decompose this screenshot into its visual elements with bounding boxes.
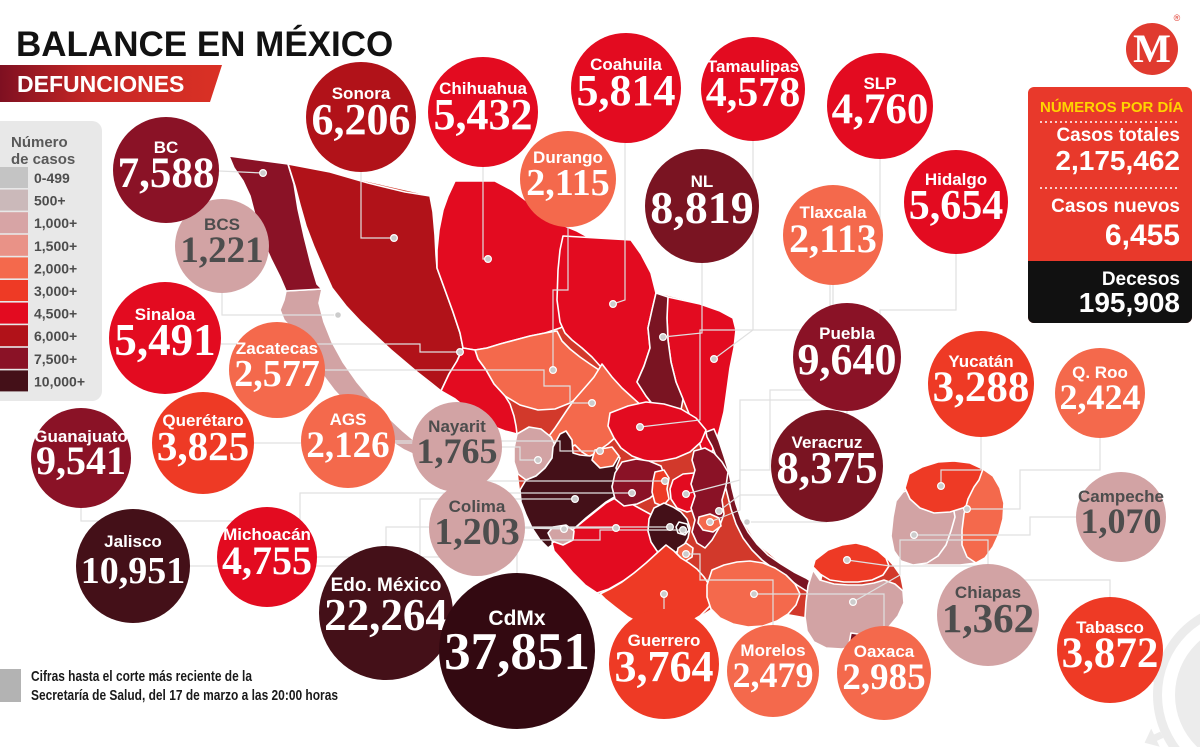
svg-text:Puebla: Puebla xyxy=(819,324,875,343)
svg-text:Casos totales: Casos totales xyxy=(1056,125,1180,146)
svg-text:4,500+: 4,500+ xyxy=(34,306,77,322)
svg-text:9,640: 9,640 xyxy=(798,335,897,384)
svg-text:195,908: 195,908 xyxy=(1079,287,1180,318)
svg-text:3,764: 3,764 xyxy=(615,642,714,691)
svg-text:Número: Número xyxy=(11,134,68,151)
svg-text:Hidalgo: Hidalgo xyxy=(925,170,987,189)
svg-text:5,654: 5,654 xyxy=(909,183,1004,229)
svg-text:8,819: 8,819 xyxy=(650,182,754,233)
svg-text:DEFUNCIONES: DEFUNCIONES xyxy=(17,71,184,97)
svg-text:5,814: 5,814 xyxy=(577,66,676,115)
svg-text:7,588: 7,588 xyxy=(118,150,215,197)
svg-text:Decesos: Decesos xyxy=(1102,269,1180,290)
svg-text:Tamaulipas: Tamaulipas xyxy=(707,57,799,76)
svg-text:37,851: 37,851 xyxy=(444,623,590,681)
svg-text:2,175,462: 2,175,462 xyxy=(1055,145,1180,176)
svg-text:6,206: 6,206 xyxy=(312,95,411,144)
svg-text:3,872: 3,872 xyxy=(1062,630,1159,677)
svg-text:4,760: 4,760 xyxy=(832,86,929,133)
svg-text:2,985: 2,985 xyxy=(842,657,925,698)
svg-text:®: ® xyxy=(1174,13,1181,23)
svg-text:BC: BC xyxy=(154,138,179,157)
svg-text:Coahuila: Coahuila xyxy=(590,55,662,74)
svg-text:9,541: 9,541 xyxy=(36,438,126,483)
svg-text:Q. Roo: Q. Roo xyxy=(1072,363,1128,382)
svg-text:2,479: 2,479 xyxy=(733,655,814,695)
svg-text:10,951: 10,951 xyxy=(81,550,186,592)
svg-text:Veracruz: Veracruz xyxy=(792,433,863,452)
svg-text:Jalisco: Jalisco xyxy=(104,532,162,551)
svg-text:1,765: 1,765 xyxy=(417,431,498,471)
svg-text:2,000+: 2,000+ xyxy=(34,260,77,276)
svg-text:4,755: 4,755 xyxy=(222,538,312,583)
svg-text:Sonora: Sonora xyxy=(332,84,391,103)
svg-text:Querétaro: Querétaro xyxy=(162,411,243,430)
svg-text:Cifras hasta el corte más reci: Cifras hasta el corte más reciente de la xyxy=(31,668,253,685)
svg-text:Casos nuevos: Casos nuevos xyxy=(1051,196,1180,217)
svg-text:Tabasco: Tabasco xyxy=(1076,618,1144,637)
svg-text:BALANCE EN MÉXICO: BALANCE EN MÉXICO xyxy=(16,24,393,64)
svg-text:1,203: 1,203 xyxy=(434,511,520,553)
svg-text:2,577: 2,577 xyxy=(234,353,320,395)
svg-text:3,288: 3,288 xyxy=(933,364,1030,411)
svg-text:Edo. México: Edo. México xyxy=(331,575,442,596)
svg-text:3,000+: 3,000+ xyxy=(34,283,77,299)
svg-text:0-499: 0-499 xyxy=(34,170,70,186)
svg-text:1,070: 1,070 xyxy=(1081,501,1162,541)
svg-text:M: M xyxy=(1133,26,1171,71)
svg-text:Guanajuato: Guanajuato xyxy=(34,427,128,446)
svg-text:3,825: 3,825 xyxy=(157,423,249,469)
svg-text:8,375: 8,375 xyxy=(776,443,877,493)
svg-text:1,362: 1,362 xyxy=(942,595,1034,641)
svg-text:Sinaloa: Sinaloa xyxy=(135,305,196,324)
svg-text:2,126: 2,126 xyxy=(306,425,389,466)
svg-text:SLP: SLP xyxy=(863,74,896,93)
svg-text:1,500+: 1,500+ xyxy=(34,238,77,254)
svg-text:22,264: 22,264 xyxy=(324,590,448,640)
svg-text:Zacatecas: Zacatecas xyxy=(236,339,318,358)
svg-text:10,000+: 10,000+ xyxy=(34,373,85,389)
svg-text:7,500+: 7,500+ xyxy=(34,351,77,367)
svg-text:NL: NL xyxy=(691,172,714,191)
svg-text:2,115: 2,115 xyxy=(526,162,609,204)
svg-text:CdMx: CdMx xyxy=(488,607,545,630)
svg-text:5,432: 5,432 xyxy=(434,90,533,139)
svg-text:Oaxaca: Oaxaca xyxy=(854,642,915,661)
svg-text:4,578: 4,578 xyxy=(706,70,801,116)
svg-text:Yucatán: Yucatán xyxy=(948,352,1013,371)
svg-text:1,221: 1,221 xyxy=(180,230,263,271)
svg-text:BCS: BCS xyxy=(204,215,240,234)
svg-text:6,000+: 6,000+ xyxy=(34,328,77,344)
svg-text:Durango: Durango xyxy=(533,148,603,167)
svg-text:de casos: de casos xyxy=(11,151,75,168)
svg-text:Nayarit: Nayarit xyxy=(428,417,486,436)
svg-text:Chihuahua: Chihuahua xyxy=(439,79,527,98)
svg-text:6,455: 6,455 xyxy=(1105,219,1180,252)
svg-text:Campeche: Campeche xyxy=(1078,487,1164,506)
svg-text:Chiapas: Chiapas xyxy=(955,583,1021,602)
svg-text:AGS: AGS xyxy=(330,410,367,429)
svg-text:Secretaría de Salud, del 17 de: Secretaría de Salud, del 17 de marzo a l… xyxy=(31,687,338,704)
svg-text:Guerrero: Guerrero xyxy=(628,631,701,650)
svg-text:1,000+: 1,000+ xyxy=(34,215,77,231)
svg-text:5,491: 5,491 xyxy=(114,315,215,365)
svg-text:Michoacán: Michoacán xyxy=(223,525,311,544)
svg-text:2,113: 2,113 xyxy=(789,216,877,261)
svg-text:500+: 500+ xyxy=(34,193,66,209)
svg-text:Tlaxcala: Tlaxcala xyxy=(799,203,867,222)
svg-text:Colima: Colima xyxy=(449,497,506,516)
svg-text:NÚMEROS POR DÍA: NÚMEROS POR DÍA xyxy=(1040,98,1184,116)
svg-text:Morelos: Morelos xyxy=(740,641,805,660)
svg-text:2,424: 2,424 xyxy=(1060,377,1141,417)
